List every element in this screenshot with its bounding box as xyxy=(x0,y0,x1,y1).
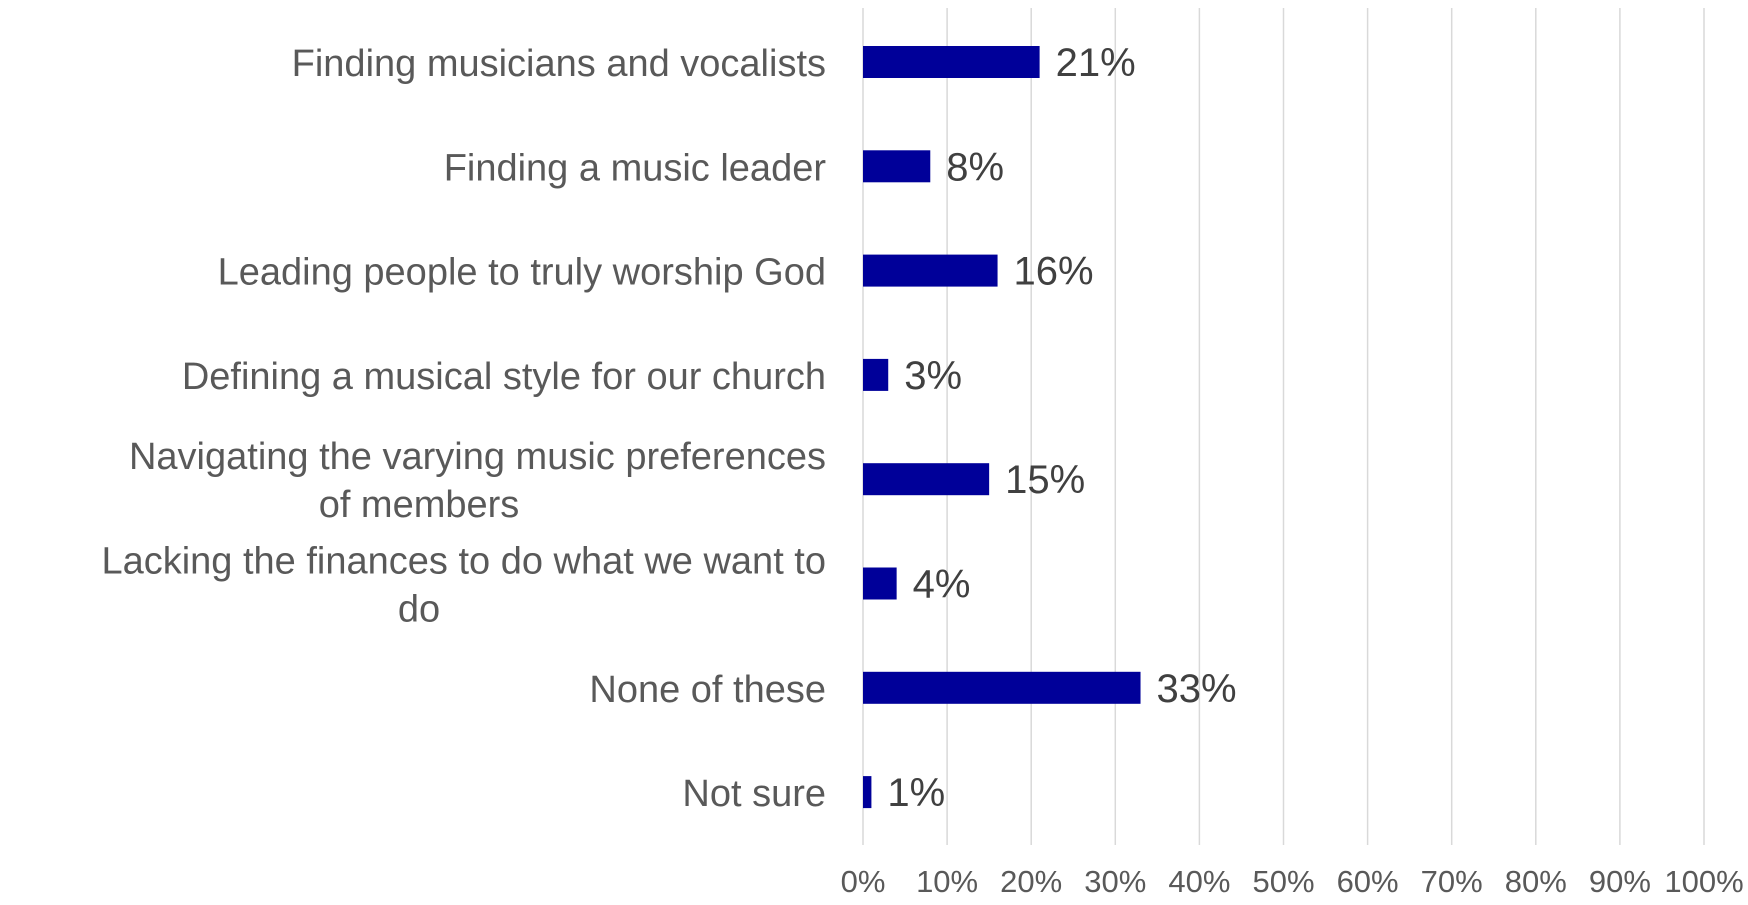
category-label: Finding musicians and vocalists xyxy=(292,43,826,85)
x-tick-label: 10% xyxy=(916,864,978,899)
category-label: Finding a music leader xyxy=(444,147,827,189)
x-tick-label: 70% xyxy=(1421,864,1483,899)
x-axis-tick-labels: 0% 10% 20% 30% 40% 50% 60% 70% 80% 90% 100% xyxy=(841,864,1744,899)
bar-value-label: 4% xyxy=(913,563,971,607)
x-tick-label: 0% xyxy=(841,864,886,899)
bar xyxy=(863,776,872,809)
bar-value-label: 33% xyxy=(1157,667,1237,711)
bar xyxy=(863,567,897,600)
category-label: of members xyxy=(319,484,520,526)
category-label: None of these xyxy=(589,669,826,711)
gridlines xyxy=(862,8,1705,845)
category-label: Not sure xyxy=(682,773,826,815)
category-label: Lacking the finances to do what we want … xyxy=(101,541,826,583)
bars xyxy=(863,46,1141,809)
category-label: Leading people to truly worship God xyxy=(218,252,826,294)
bar-value-label: 21% xyxy=(1056,41,1136,85)
bar-value-label: 15% xyxy=(1005,458,1085,502)
bar xyxy=(863,358,889,391)
bar xyxy=(863,671,1141,704)
category-labels: Finding musicians and vocalists Finding a… xyxy=(101,43,826,815)
bar xyxy=(863,150,931,183)
bar xyxy=(863,463,990,496)
category-label: do xyxy=(398,589,440,631)
bar xyxy=(863,46,1040,78)
value-labels: 21% 8% 16% 3% 15% 4% 33% 1% xyxy=(887,41,1236,815)
category-label: Defining a musical style for our church xyxy=(182,356,826,398)
x-tick-label: 40% xyxy=(1168,864,1230,899)
bar-value-label: 8% xyxy=(946,145,1004,189)
bar-value-label: 1% xyxy=(887,771,945,815)
bar-value-label: 3% xyxy=(904,354,962,398)
x-tick-label: 20% xyxy=(1000,864,1062,899)
x-tick-label: 30% xyxy=(1084,864,1146,899)
bar-value-label: 16% xyxy=(1014,250,1094,294)
x-tick-label: 60% xyxy=(1337,864,1399,899)
bar xyxy=(863,254,998,287)
x-tick-label: 50% xyxy=(1252,864,1314,899)
x-tick-label: 100% xyxy=(1664,864,1743,899)
category-label: Navigating the varying music preferences xyxy=(129,436,826,478)
x-tick-label: 90% xyxy=(1589,864,1651,899)
x-tick-label: 80% xyxy=(1505,864,1567,899)
